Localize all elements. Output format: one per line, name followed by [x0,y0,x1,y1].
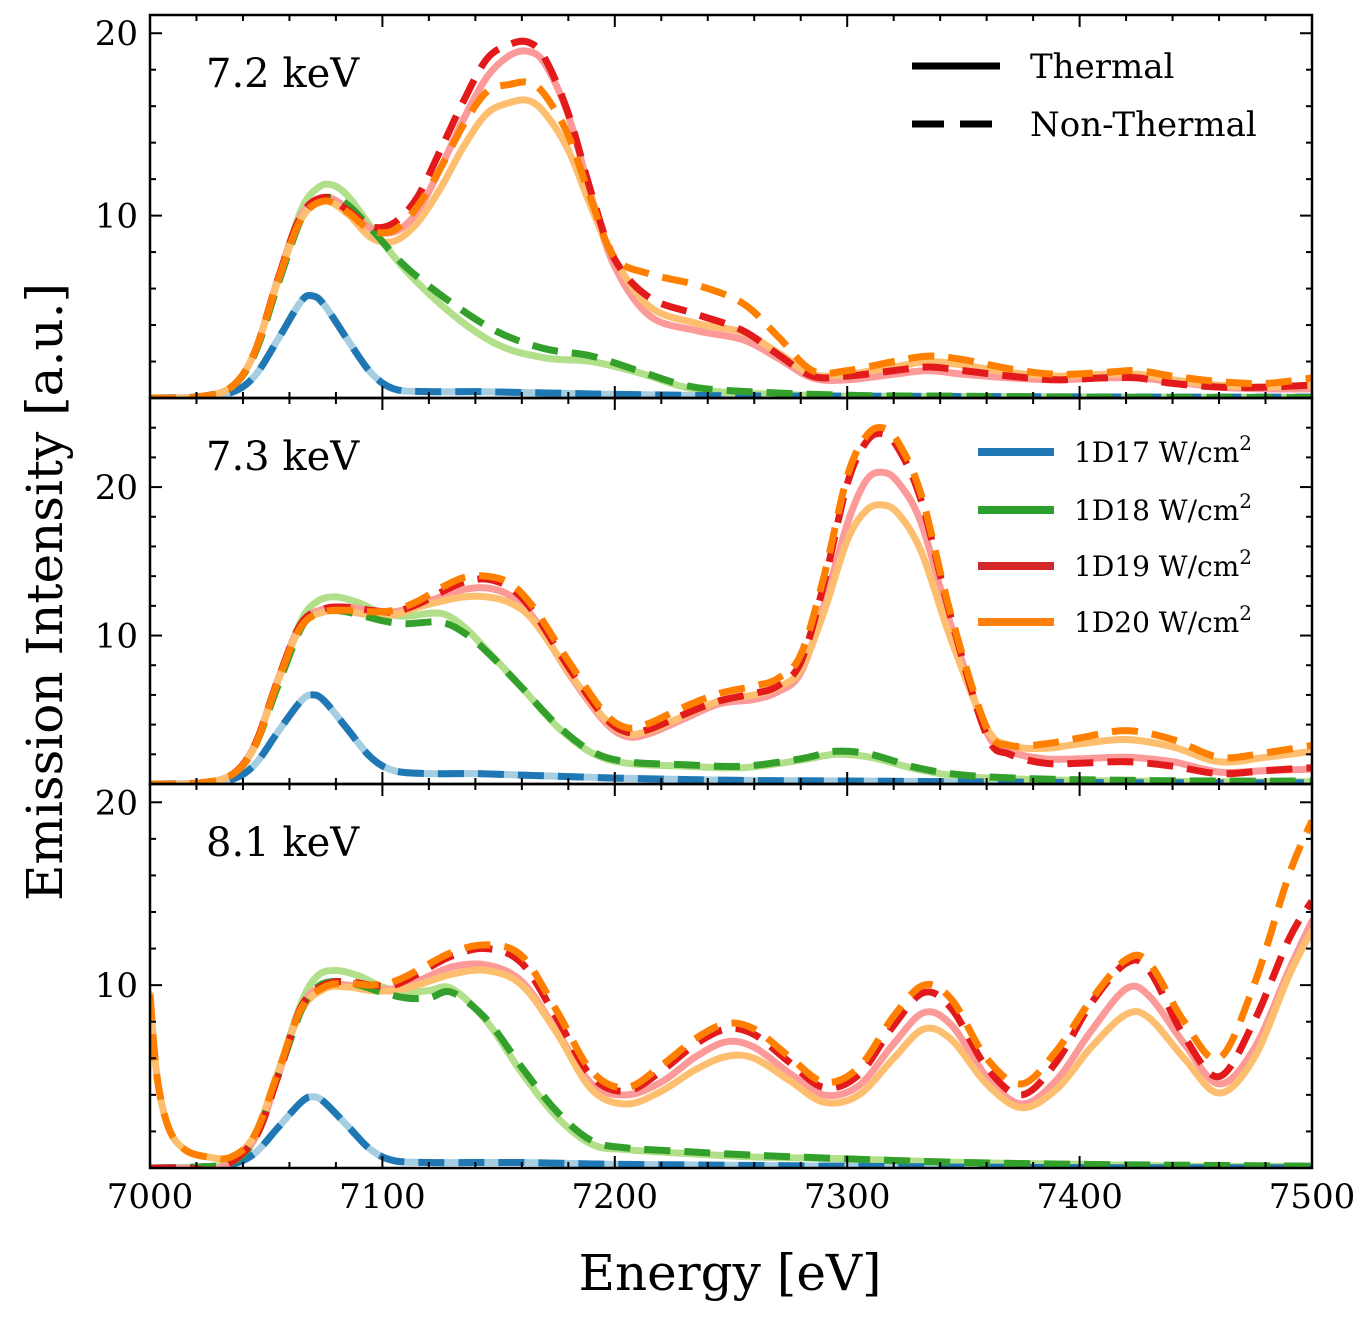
legend-label: 1D19 W/cm2 [1074,545,1252,583]
x-tick-label: 7000 [107,1177,194,1217]
y-axis-label: Emission Intensity [a.u.] [16,283,74,901]
legend-label: 1D17 W/cm2 [1074,431,1252,469]
x-tick-label: 7300 [804,1177,891,1217]
series-line-1d18-nonthermal [150,977,1312,1168]
y-tick-label: 10 [95,617,138,657]
legend-label: Thermal [1030,47,1174,87]
panel-2: 10 20 7.3 keV [95,396,1314,786]
y-tick-label: 20 [95,14,138,54]
panel-label: 8.1 keV [206,820,360,866]
series-line-1d20-thermal [150,926,1312,1163]
series-line-1d17-nonthermal [150,691,1312,784]
y-tick-label: 10 [95,197,138,237]
panel-label: 7.3 keV [206,434,360,480]
panel-3-series [150,819,1312,1168]
series-line-1d20-nonthermal [150,819,1312,1163]
series-line-1d18-thermal [150,967,1312,1168]
series-line-1d20-nonthermal [150,423,1312,784]
legend-label: 1D20 W/cm2 [1074,601,1252,639]
panels: 10 20 7.2 keV 10 20 7.3 keV 10 20 8.1 keV 7000 710… [95,13,1356,1217]
panel-1: 10 20 7.2 keV [95,13,1314,400]
style-legend: Thermal Non-Thermal [912,47,1257,145]
series-line-1d19-nonthermal [150,37,1312,398]
x-axis-label: Energy [eV] [578,1244,881,1302]
y-tick-label: 20 [95,783,138,823]
x-tick-label: 7200 [572,1177,659,1217]
panel-3-frame [148,782,1314,1170]
series-legend: 1D17 W/cm2 1D18 W/cm2 1D19 W/cm2 1D20 W/cm2 [978,431,1252,639]
series-line-1d19-thermal [150,47,1312,398]
series-line-1d19-nonthermal [150,899,1312,1168]
series-line-1d17-thermal [150,291,1312,398]
panel-2-series [150,423,1312,784]
series-line-1d18-nonthermal [150,193,1312,398]
y-tick-label: 20 [95,468,138,508]
series-line-1d20-thermal [150,501,1312,784]
series-line-1d18-thermal [150,180,1312,398]
panel-3: 10 20 8.1 keV [95,782,1314,1170]
x-tick-labels: 7000 7100 7200 7300 7400 7500 [107,1177,1356,1217]
series-line-1d20-nonthermal [150,78,1312,398]
y-tick-label: 10 [95,966,138,1006]
panel-label: 7.2 keV [206,51,360,97]
x-tick-label: 7500 [1269,1177,1356,1217]
x-tick-label: 7100 [339,1177,426,1217]
legend-label: 1D18 W/cm2 [1074,489,1252,527]
panel-1-series [150,37,1312,398]
legend-label: Non-Thermal [1030,105,1257,145]
series-line-1d18-nonthermal [150,606,1312,784]
x-tick-label: 7400 [1036,1177,1123,1217]
